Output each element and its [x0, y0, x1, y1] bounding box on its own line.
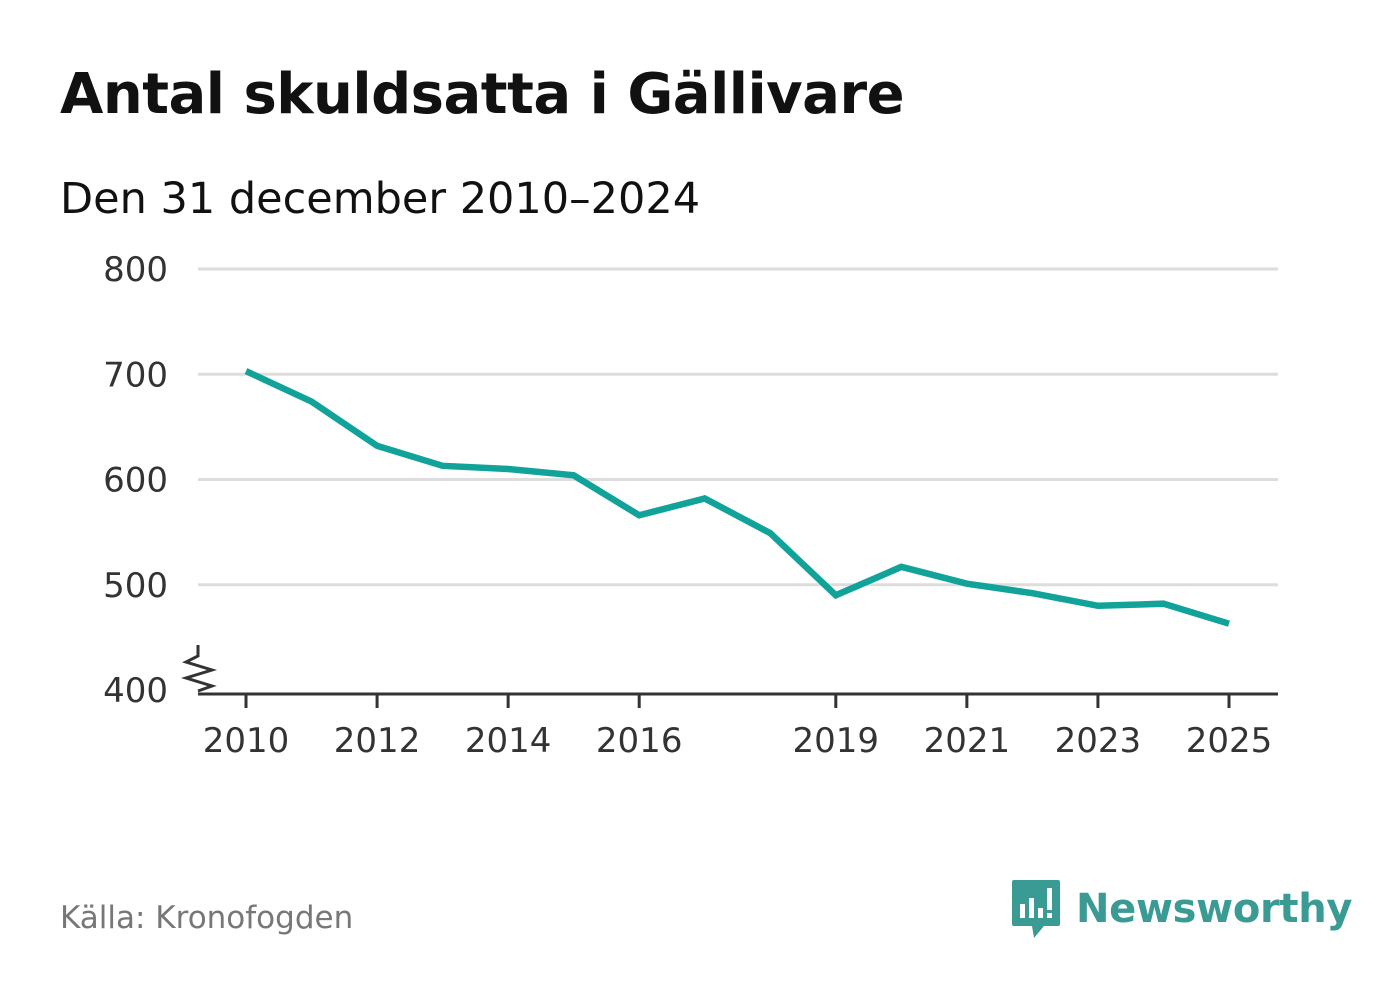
y-tick-label-600: 600	[103, 461, 168, 501]
tick-labels: 400 500 600 700 800 2010 2012 2014 2016 2019 2021 2…	[103, 250, 1272, 761]
newsworthy-logo: Newsworthy	[1010, 878, 1353, 940]
brand-name: Newsworthy	[1076, 886, 1353, 932]
x-tick-label-2021: 2021	[924, 721, 1011, 761]
source-note: Källa: Kronofogden	[60, 900, 354, 936]
axes	[180, 645, 1278, 708]
x-tick-label-2019: 2019	[793, 721, 880, 761]
y-tick-label-500: 500	[103, 566, 168, 606]
x-tick-label-2016: 2016	[596, 721, 683, 761]
y-tick-label-800: 800	[103, 250, 168, 290]
bar-chart-speech-bubble-icon	[1012, 880, 1060, 938]
grid-lines	[198, 267, 1278, 587]
y-tick-label-400: 400	[103, 671, 168, 711]
x-tick-label-2014: 2014	[465, 721, 552, 761]
chart-title: Antal skuldsatta i Gällivare	[60, 62, 905, 127]
x-tick-label-2012: 2012	[334, 721, 421, 761]
x-tick-label-2025: 2025	[1186, 721, 1273, 761]
axis-break-icon	[180, 645, 218, 693]
y-tick-label-700: 700	[103, 355, 168, 395]
x-tick-label-2023: 2023	[1055, 721, 1142, 761]
chart-subtitle: Den 31 december 2010–2024	[60, 174, 701, 224]
series-line-0	[244, 368, 1230, 627]
series-layer	[244, 368, 1230, 627]
x-tick-label-2010: 2010	[203, 721, 290, 761]
